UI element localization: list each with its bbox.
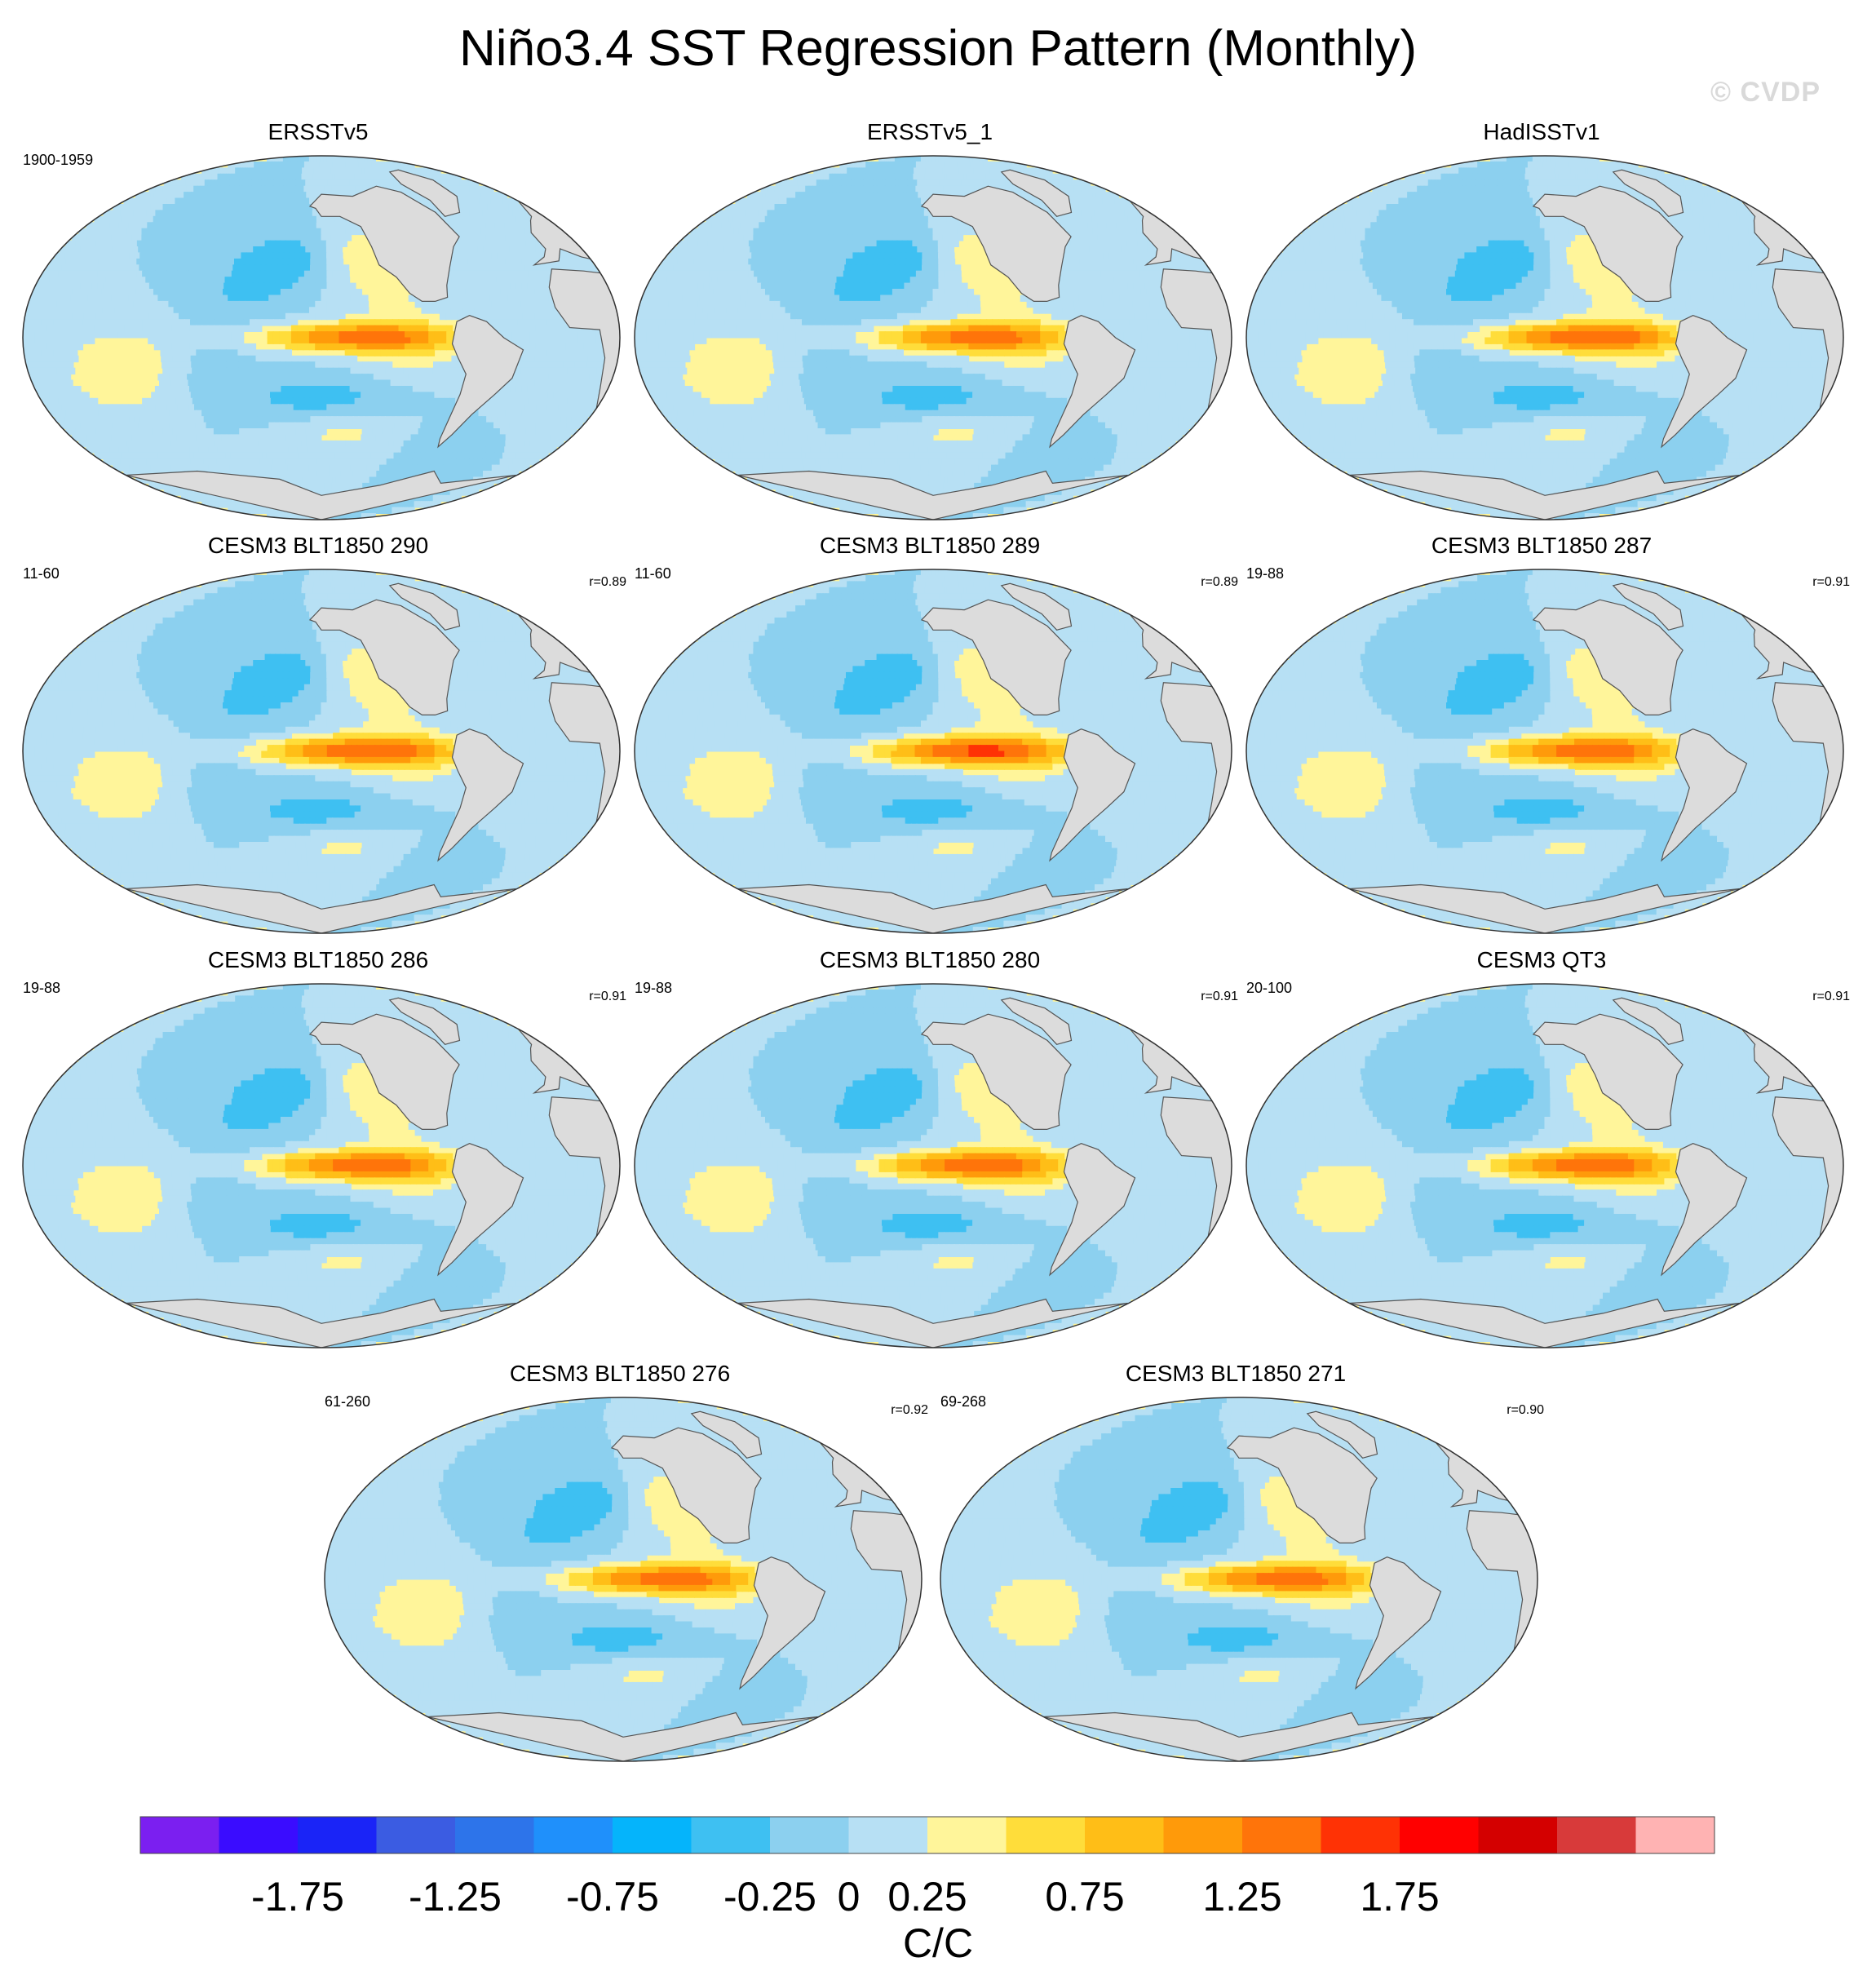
colorbar-tick-label: -0.25 <box>723 1874 816 1920</box>
colorbar-swatch <box>1400 1817 1479 1853</box>
colorbar-swatch <box>219 1817 299 1853</box>
colorbar-swatch <box>692 1817 771 1853</box>
colorbar-swatch <box>1636 1817 1715 1853</box>
colorbar-swatch <box>140 1817 219 1853</box>
colorbar-swatch <box>1085 1817 1164 1853</box>
colorbar-swatch <box>849 1817 928 1853</box>
colorbar-swatch <box>1321 1817 1400 1853</box>
colorbar-swatch <box>1479 1817 1558 1853</box>
colorbar-tick-label: 1.75 <box>1360 1874 1439 1920</box>
colorbar-swatch <box>377 1817 456 1853</box>
colorbar-tick-label: 0 <box>838 1874 861 1920</box>
colorbar-tick-label: 1.25 <box>1202 1874 1281 1920</box>
colorbar-swatch <box>927 1817 1007 1853</box>
colorbar-swatch <box>455 1817 534 1853</box>
colorbar-swatch <box>613 1817 692 1853</box>
colorbar-swatch <box>1242 1817 1321 1853</box>
colorbar-swatch <box>298 1817 377 1853</box>
colorbar-swatch <box>1007 1817 1086 1853</box>
colorbar-tick-label: -1.25 <box>409 1874 502 1920</box>
colorbar-tick-label: -1.75 <box>251 1874 344 1920</box>
colorbar-unit-label: C/C <box>0 1919 1876 1968</box>
colorbar-tick-label: 0.75 <box>1045 1874 1124 1920</box>
colorbar-tick-label: 0.25 <box>887 1874 967 1920</box>
colorbar-swatch <box>1557 1817 1636 1853</box>
colorbar-swatch <box>1164 1817 1243 1853</box>
colorbar-tick-label: -0.75 <box>566 1874 659 1920</box>
colorbar-swatch <box>770 1817 849 1853</box>
colorbar-swatch <box>534 1817 613 1853</box>
